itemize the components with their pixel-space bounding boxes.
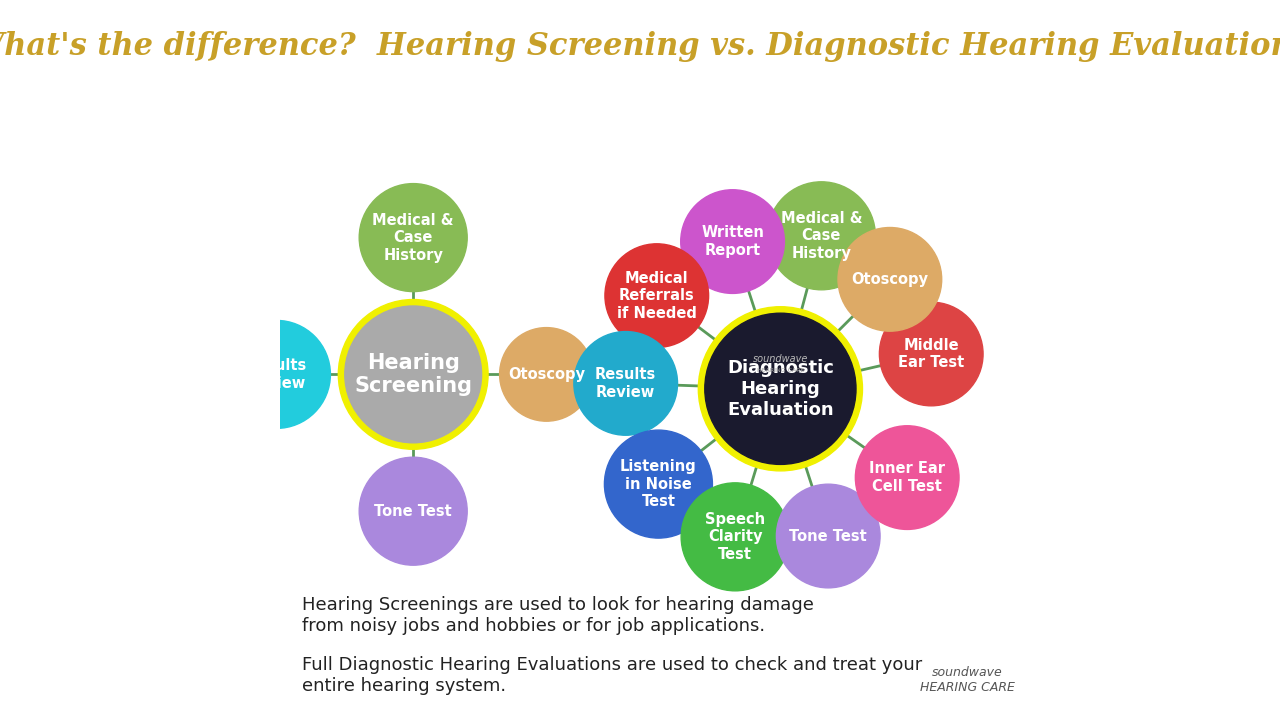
Circle shape [338, 300, 488, 449]
Circle shape [360, 184, 467, 292]
Text: Results
Review: Results Review [246, 359, 307, 391]
Text: Speech
Clarity
Test: Speech Clarity Test [705, 512, 765, 562]
Text: HEARING CARE: HEARING CARE [756, 368, 804, 372]
Text: Medical &
Case
History: Medical & Case History [372, 212, 454, 263]
Circle shape [681, 483, 790, 591]
Circle shape [573, 331, 677, 435]
Circle shape [604, 430, 713, 538]
Circle shape [223, 320, 330, 428]
Circle shape [768, 181, 876, 289]
Text: Inner Ear
Cell Test: Inner Ear Cell Test [869, 462, 945, 494]
Circle shape [681, 190, 785, 294]
Text: Diagnostic
Hearing
Evaluation: Diagnostic Hearing Evaluation [727, 359, 833, 418]
Text: Medical &
Case
History: Medical & Case History [781, 211, 863, 261]
Text: Listening
in Noise
Test: Listening in Noise Test [620, 459, 696, 509]
Circle shape [344, 306, 481, 443]
Text: Tone Test: Tone Test [374, 504, 452, 518]
Circle shape [699, 307, 863, 471]
Text: Tone Test: Tone Test [790, 528, 867, 544]
Circle shape [777, 484, 881, 588]
Circle shape [838, 228, 942, 331]
Circle shape [705, 313, 856, 464]
Text: Hearing
Screening: Hearing Screening [355, 353, 472, 396]
Text: Full Diagnostic Hearing Evaluations are used to check and treat your
entire hear: Full Diagnostic Hearing Evaluations are … [302, 656, 922, 695]
Text: What's the difference?  Hearing Screening vs. Diagnostic Hearing Evaluation?: What's the difference? Hearing Screening… [0, 31, 1280, 63]
Circle shape [499, 328, 593, 421]
Text: soundwave: soundwave [753, 354, 808, 364]
Text: Hearing Screenings are used to look for hearing damage
from noisy jobs and hobbi: Hearing Screenings are used to look for … [302, 596, 814, 635]
Text: soundwave
HEARING CARE: soundwave HEARING CARE [920, 667, 1015, 694]
Circle shape [879, 302, 983, 406]
Circle shape [855, 426, 959, 529]
Text: Middle
Ear Test: Middle Ear Test [899, 338, 964, 370]
Text: Otoscopy: Otoscopy [508, 367, 585, 382]
Text: Written
Report: Written Report [701, 225, 764, 258]
Text: Results
Review: Results Review [595, 367, 657, 400]
Text: Otoscopy: Otoscopy [851, 272, 928, 287]
Text: Medical
Referrals
if Needed: Medical Referrals if Needed [617, 271, 696, 320]
Circle shape [360, 457, 467, 565]
Circle shape [605, 244, 709, 348]
